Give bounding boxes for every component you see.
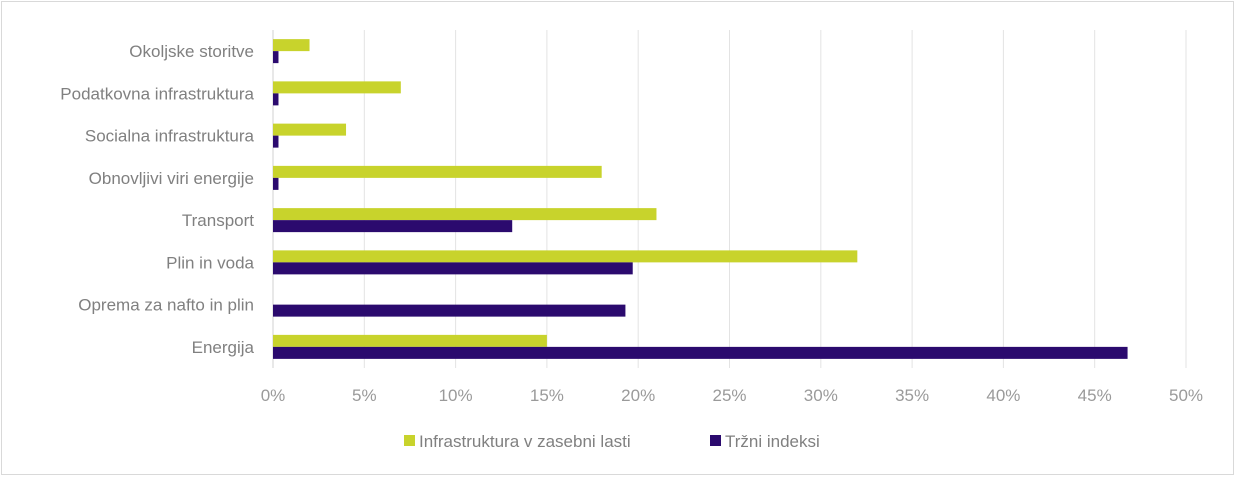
category-label: Plin in voda — [166, 253, 254, 272]
legend-label-private-infrastructure: Infrastruktura v zasebni lasti — [419, 432, 631, 451]
legend-swatch-market-indices — [710, 435, 721, 446]
category-label: Energija — [192, 338, 255, 357]
x-tick-label: 15% — [530, 386, 564, 405]
category-label: Socialna infrastruktura — [85, 127, 255, 146]
category-label: Transport — [182, 211, 254, 230]
x-tick-label: 30% — [804, 386, 838, 405]
bar-private-infrastructure — [273, 123, 347, 136]
legend: Infrastruktura v zasebni lasti Tržni ind… — [404, 432, 820, 451]
bar-private-infrastructure — [273, 334, 547, 347]
category-labels: Okoljske storitve Podatkovna infrastruktu… — [60, 42, 254, 357]
bar-market-indices — [273, 346, 1128, 359]
bar-private-infrastructure — [273, 208, 657, 221]
bar-market-indices — [273, 220, 513, 233]
bar-private-infrastructure — [273, 250, 858, 263]
category-label: Obnovljivi viri energije — [89, 169, 254, 188]
bar-private-infrastructure — [273, 165, 602, 178]
x-tick-label: 20% — [621, 386, 655, 405]
bars — [273, 39, 1128, 359]
x-tick-label: 40% — [986, 386, 1020, 405]
bar-market-indices — [273, 93, 279, 106]
bar-market-indices — [273, 262, 633, 275]
x-tick-label: 25% — [712, 386, 746, 405]
x-tick-labels: 0% 5% 10% 15% 20% 25% 30% 35% 40% 45% 50% — [261, 386, 1203, 405]
category-label: Okoljske storitve — [129, 42, 254, 61]
bar-private-infrastructure — [273, 39, 310, 52]
x-tick-label: 5% — [352, 386, 377, 405]
gridlines — [272, 30, 1187, 368]
category-label: Podatkovna infrastruktura — [60, 84, 254, 103]
bar-private-infrastructure — [273, 81, 401, 94]
category-label: Oprema za nafto in plin — [78, 296, 254, 315]
bar-market-indices — [273, 51, 279, 64]
x-tick-label: 45% — [1078, 386, 1112, 405]
legend-swatch-private-infrastructure — [404, 435, 415, 446]
x-tick-label: 50% — [1169, 386, 1203, 405]
bar-market-indices — [273, 304, 626, 317]
bar-market-indices — [273, 177, 279, 190]
x-tick-label: 0% — [261, 386, 286, 405]
x-tick-label: 10% — [439, 386, 473, 405]
x-tick-label: 35% — [895, 386, 929, 405]
bar-market-indices — [273, 135, 279, 148]
legend-label-market-indices: Tržni indeksi — [725, 432, 820, 451]
